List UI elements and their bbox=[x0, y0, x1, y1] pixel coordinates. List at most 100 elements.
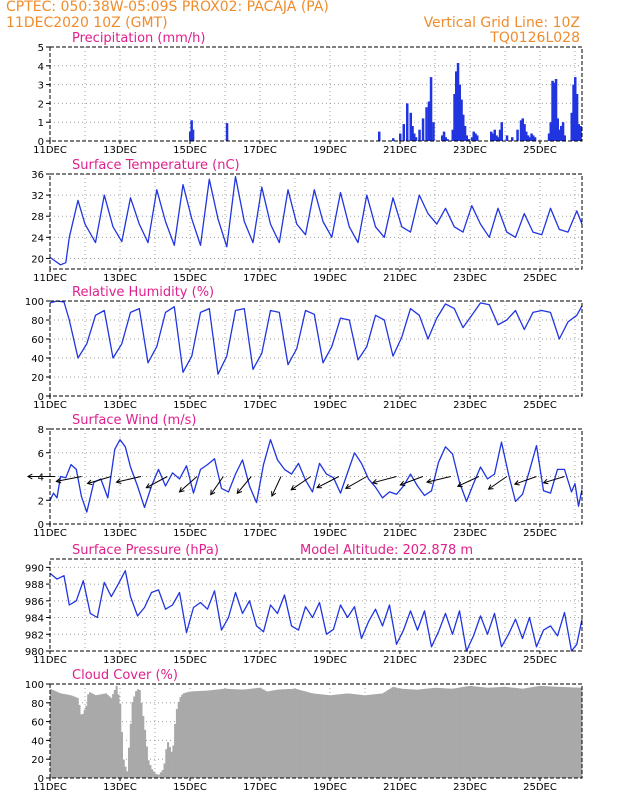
cloud-column bbox=[486, 687, 489, 778]
cloud-column bbox=[245, 689, 248, 778]
wind-vector bbox=[271, 476, 282, 497]
pressure-ytick-label: 990 bbox=[25, 563, 44, 574]
cloud-column bbox=[475, 686, 478, 778]
cloud-column bbox=[285, 689, 288, 778]
cloud-column bbox=[76, 697, 79, 778]
cloud-column bbox=[392, 686, 395, 778]
cloud-column bbox=[418, 689, 421, 778]
wind-xtick-label: 19DEC bbox=[313, 528, 347, 539]
cloud-xtick-label: 19DEC bbox=[313, 782, 347, 793]
cloud-column bbox=[516, 688, 519, 778]
cloud-column bbox=[289, 689, 292, 778]
cloud-column bbox=[491, 687, 494, 778]
header-model-code: TQ0126L028 bbox=[490, 30, 580, 46]
cloud-column bbox=[250, 688, 253, 778]
pressure-ytick-label: 988 bbox=[25, 580, 44, 591]
cloud-column bbox=[158, 774, 161, 778]
cloud-column bbox=[539, 685, 542, 778]
wind-vector-head bbox=[399, 480, 406, 487]
cloud-column bbox=[119, 703, 122, 778]
precipitation-xtick-label: 11DEC bbox=[33, 145, 67, 156]
cloud-column bbox=[518, 688, 521, 778]
cloud-column bbox=[321, 694, 324, 778]
cloud-column bbox=[99, 694, 102, 778]
pressure-ytick-label: 982 bbox=[25, 630, 44, 641]
cloud-column bbox=[555, 686, 558, 778]
precipitation-bar bbox=[467, 139, 470, 141]
temperature-xtick-label: 25DEC bbox=[523, 273, 557, 284]
cloud-column bbox=[468, 686, 471, 778]
wind-vector-head bbox=[456, 482, 463, 488]
temperature-ytick-label: 24 bbox=[31, 233, 44, 244]
cloud-column bbox=[188, 691, 191, 778]
cloud-column bbox=[64, 694, 67, 778]
cloud-column bbox=[314, 693, 317, 778]
precipitation-bar bbox=[425, 107, 428, 141]
cloud-column bbox=[87, 694, 90, 778]
cloud-column bbox=[502, 686, 505, 778]
cloud-column bbox=[512, 687, 515, 778]
cloud-column bbox=[292, 688, 295, 778]
temperature-frame bbox=[49, 173, 583, 270]
wind-vector bbox=[236, 476, 252, 494]
cloud-column bbox=[69, 695, 72, 778]
humidity-xtick-label: 11DEC bbox=[33, 400, 67, 411]
humidity-xtick-label: 13DEC bbox=[103, 400, 137, 411]
cloud-column bbox=[223, 688, 226, 778]
cloud-ytick-label: 100 bbox=[25, 680, 44, 691]
precipitation-bar bbox=[526, 135, 530, 141]
cloud-column bbox=[207, 690, 210, 778]
cloud-column bbox=[372, 694, 375, 778]
precipitation-ytick-label: 1 bbox=[38, 118, 44, 129]
cloud-column bbox=[323, 694, 326, 778]
cloud-column bbox=[489, 687, 492, 778]
precipitation-bar bbox=[476, 135, 479, 141]
cloud-column bbox=[394, 687, 397, 778]
precipitation-bar bbox=[474, 133, 477, 141]
cloud-column bbox=[402, 688, 405, 778]
cloud-column bbox=[300, 690, 303, 778]
cloud-column bbox=[238, 689, 241, 778]
cloud-column bbox=[420, 689, 423, 778]
wind-vector-head bbox=[290, 485, 297, 491]
precipitation-bar bbox=[189, 131, 192, 141]
wind-ytick-label: 4 bbox=[38, 473, 44, 484]
cloud-column bbox=[355, 694, 358, 778]
cloud-column bbox=[172, 745, 175, 778]
cloud-column bbox=[344, 693, 347, 778]
precipitation-bar bbox=[521, 118, 524, 141]
humidity-xtick-label: 15DEC bbox=[173, 400, 207, 411]
precipitation-bar bbox=[456, 63, 460, 141]
cloud-panel: 0 20 40 60 80 100 11DEC 13DEC 15DEC 17DEC 19DEC 21D… bbox=[25, 668, 583, 793]
cloud-column bbox=[145, 746, 148, 778]
cloud-column bbox=[287, 689, 290, 778]
cloud-column bbox=[342, 693, 345, 778]
cloud-column bbox=[514, 687, 517, 778]
wind-vector-head bbox=[86, 479, 93, 486]
cloud-column bbox=[449, 688, 452, 778]
wind-vector-head bbox=[425, 478, 432, 484]
cloud-column bbox=[525, 688, 528, 778]
wind-vector-head bbox=[115, 478, 122, 484]
cloud-column bbox=[74, 697, 77, 778]
temperature-ytick-label: 32 bbox=[31, 191, 44, 202]
cloud-column bbox=[580, 687, 583, 778]
cloud-column bbox=[199, 691, 202, 778]
cloud-column bbox=[566, 687, 569, 778]
precipitation-bar bbox=[495, 135, 498, 141]
wind-vector-head bbox=[26, 473, 33, 480]
humidity-title: Relative Humidity (%) bbox=[72, 285, 214, 300]
cloud-column bbox=[440, 688, 443, 778]
wind-title: Surface Wind (m/s) bbox=[72, 413, 196, 428]
precipitation-frame bbox=[49, 46, 583, 142]
cloud-column bbox=[562, 687, 565, 778]
temperature-xtick-label: 19DEC bbox=[313, 273, 347, 284]
wind-vector bbox=[290, 476, 312, 491]
cloud-column bbox=[445, 688, 448, 778]
cloud-column bbox=[569, 687, 572, 778]
pressure-xtick-label: 19DEC bbox=[313, 655, 347, 666]
precipitation-bar bbox=[378, 131, 381, 141]
precipitation-bar bbox=[493, 129, 496, 141]
wind-vector-head bbox=[487, 484, 494, 490]
precipitation-bar bbox=[511, 137, 514, 141]
